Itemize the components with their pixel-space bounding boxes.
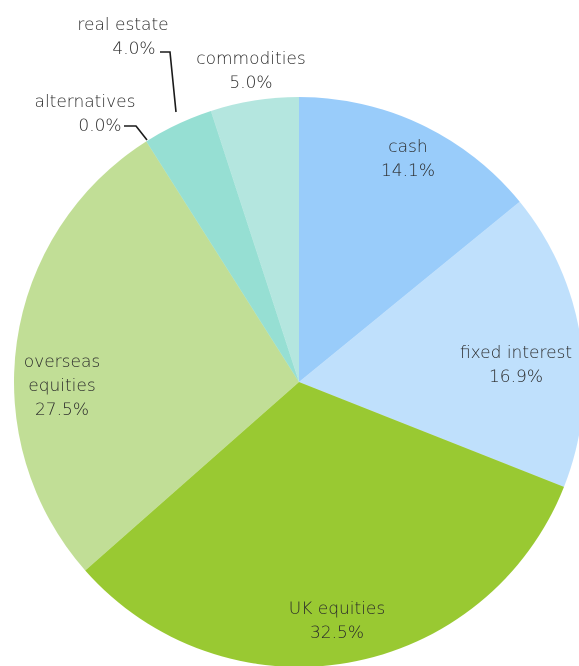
pie-slice-commodities: [210, 97, 299, 382]
slice-label-uk-equities: UK equities 32.5%: [289, 599, 385, 643]
slice-label-commodities: commodities 5.0%: [196, 49, 306, 93]
pie-slice-real-estate: [146, 110, 299, 383]
pie-slice-uk-equities: [85, 382, 564, 666]
slice-labels: cash 14.1% fixed interest 16.9% UK equitie…: [24, 15, 572, 643]
slice-label-overseas-equities: overseas equities 27.5%: [24, 352, 101, 420]
pie-slice-overseas-equities: [14, 141, 299, 571]
leader-lines: [124, 51, 177, 141]
slice-label-cash: cash 14.1%: [381, 137, 435, 181]
slice-label-alternatives: alternatives 0.0%: [35, 92, 136, 136]
slice-label-real-estate: real estate 4.0%: [77, 15, 168, 59]
pie-slice-fixed-interest: [299, 201, 579, 487]
leader-line-real-estate: [160, 51, 177, 113]
leader-line-alternatives: [124, 125, 148, 141]
pie-slice-cash: [299, 97, 520, 382]
slice-label-fixed-interest: fixed interest 16.9%: [460, 343, 572, 387]
pie-slices: [14, 97, 579, 666]
